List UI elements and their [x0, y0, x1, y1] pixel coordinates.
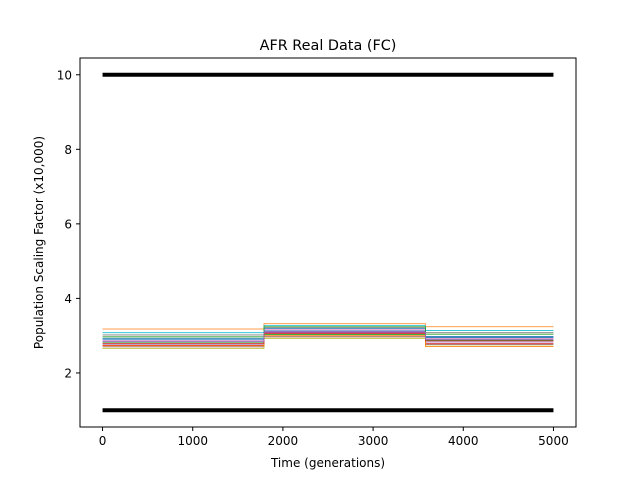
series-line-11 [102, 328, 554, 341]
y-tick-label: 10 [57, 68, 72, 82]
x-tick-label: 5000 [538, 434, 569, 448]
series-line-15 [102, 331, 554, 343]
plot-frame [79, 57, 577, 428]
y-tick-label: 2 [64, 366, 72, 380]
x-tick-label: 1000 [177, 434, 208, 448]
y-tick-label: 8 [64, 143, 72, 157]
series-line-10 [102, 325, 554, 334]
x-tick-label: 3000 [358, 434, 389, 448]
series-line-5 [102, 331, 554, 345]
series-line-2 [102, 323, 554, 330]
series-layer [102, 323, 554, 349]
series-line-7 [102, 329, 554, 342]
x-axis: 0 1000 2000 3000 4000 5000 [99, 427, 569, 448]
y-tick-label: 4 [64, 292, 72, 306]
series-line-13 [102, 326, 554, 338]
x-tick-label: 4000 [448, 434, 479, 448]
x-tick-label: 0 [99, 434, 107, 448]
y-axis-label: Population Scaling Factor (x10,000) [32, 136, 46, 349]
series-line-1 [102, 330, 554, 339]
series-line-8 [102, 327, 554, 336]
x-axis-label: Time (generations) [270, 456, 385, 470]
series-line-3 [102, 334, 554, 344]
bounds-layer [102, 72, 554, 413]
y-axis: 2 4 6 8 10 [57, 68, 80, 380]
series-line-14 [102, 333, 554, 344]
series-line-12 [102, 335, 554, 347]
y-tick-label: 6 [64, 217, 72, 231]
series-line-6 [102, 336, 554, 348]
chart-title: AFR Real Data (FC) [260, 38, 397, 54]
x-tick-label: 2000 [268, 434, 299, 448]
